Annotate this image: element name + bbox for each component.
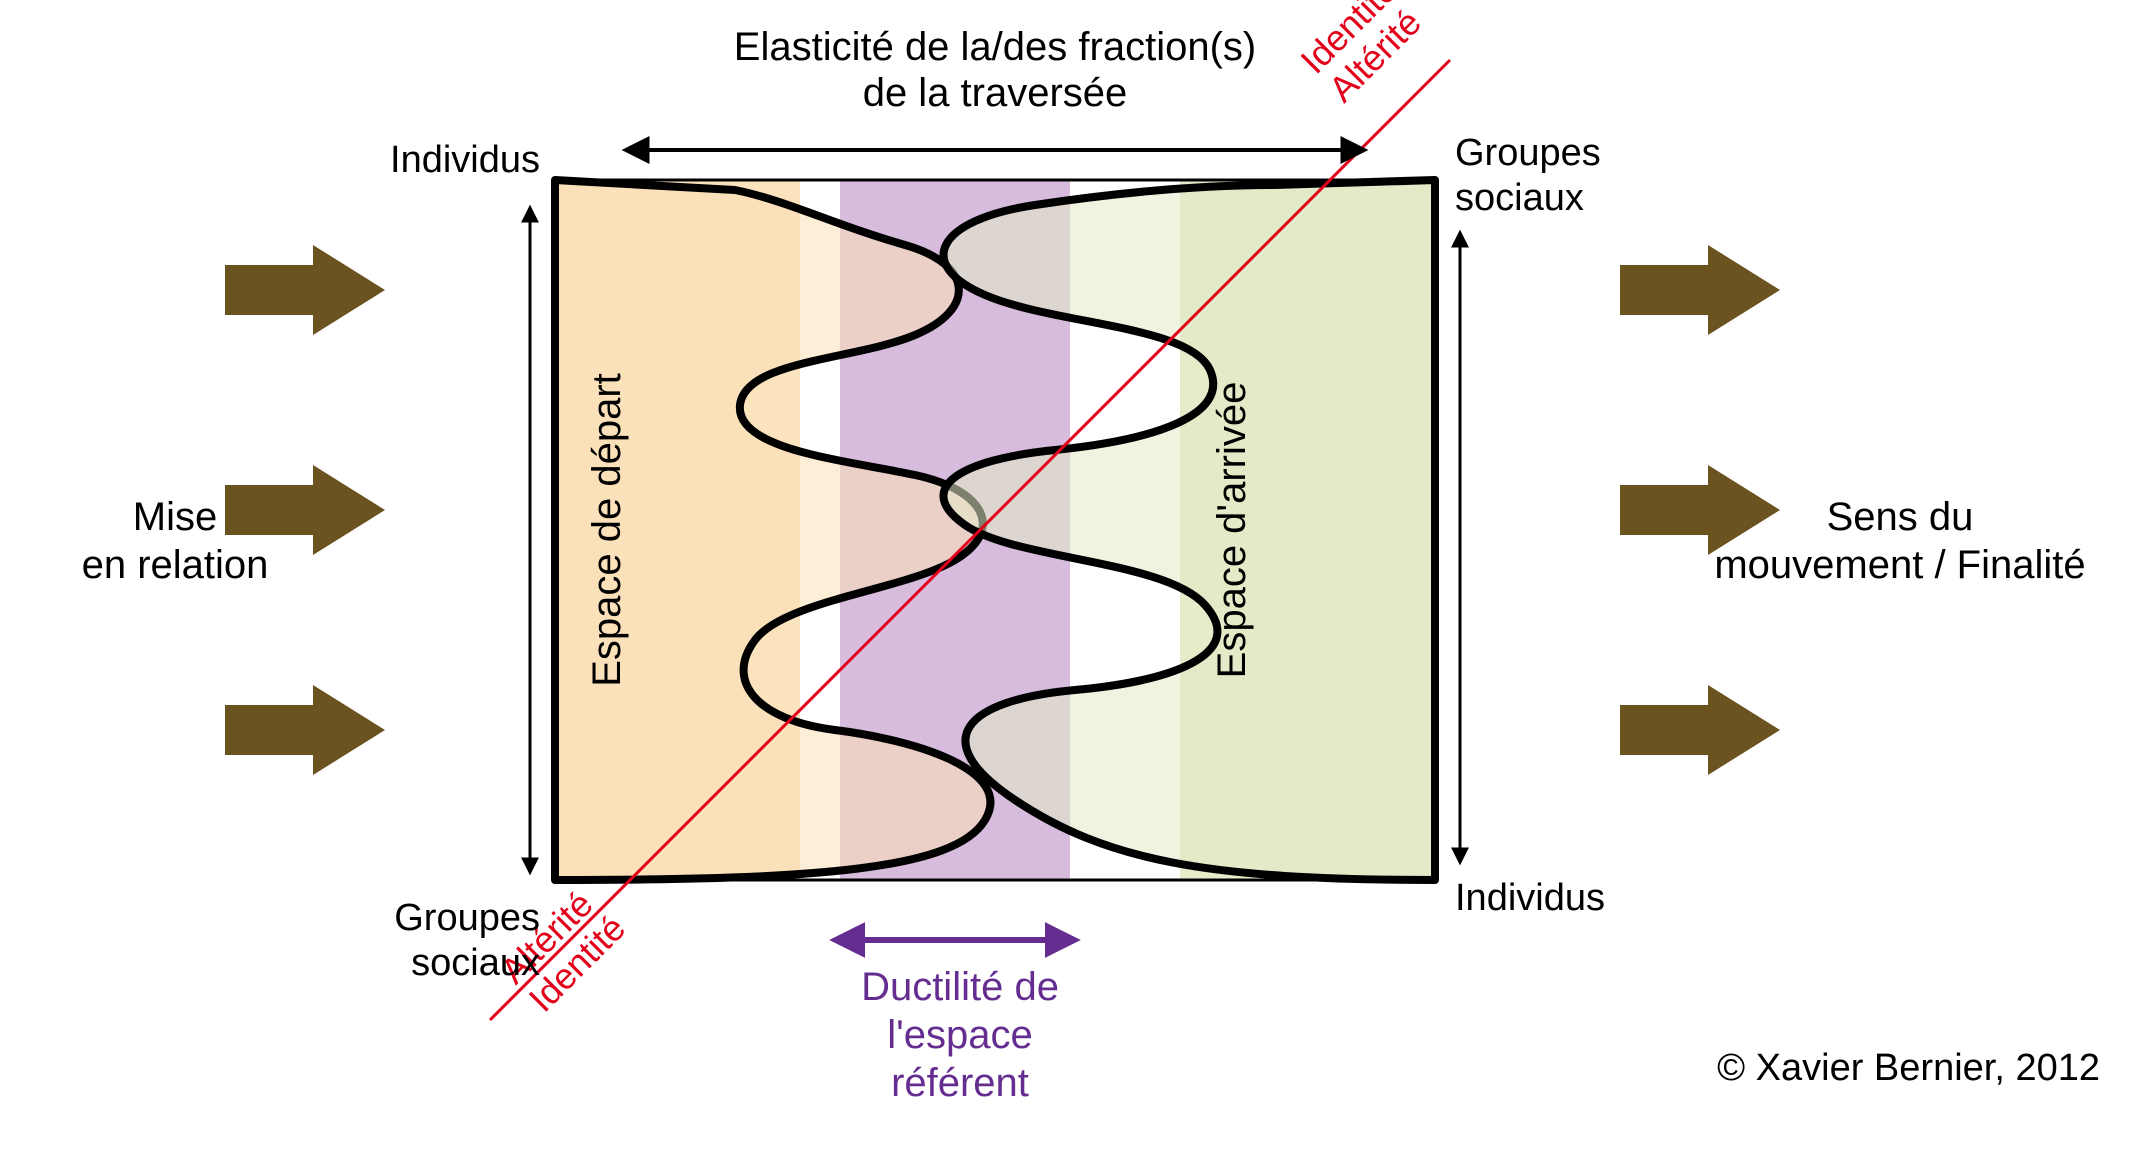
side-text-right-2: mouvement / Finalité [1714,543,2085,587]
bottom-title-line1: Ductilité de [861,965,1059,1009]
corner-bottom-left-2: sociaux [411,942,540,984]
corner-top-right-2: sociaux [1455,177,1584,219]
side-text-left-1: Mise [133,495,217,539]
inside-label-right: Espace d'arrivée [1210,382,1254,679]
inside-label-left: Espace de départ [585,373,629,687]
credit: © Xavier Bernier, 2012 [1717,1047,2100,1089]
corner-top-left: Individus [390,139,540,181]
top-title-line1: Elasticité de la/des fraction(s) [734,25,1256,69]
bottom-title-line3: référent [891,1061,1029,1105]
side-text-right-1: Sens du [1827,495,1974,539]
blob-right [943,180,1435,880]
corner-top-right-1: Groupes [1455,132,1601,174]
top-title-line2: de la traversée [863,71,1128,115]
bottom-title-line2: l'espace [887,1013,1033,1057]
corner-bottom-left-1: Groupes [394,897,540,939]
side-text-left-2: en relation [82,543,269,587]
corner-bottom-right: Individus [1455,877,1605,919]
